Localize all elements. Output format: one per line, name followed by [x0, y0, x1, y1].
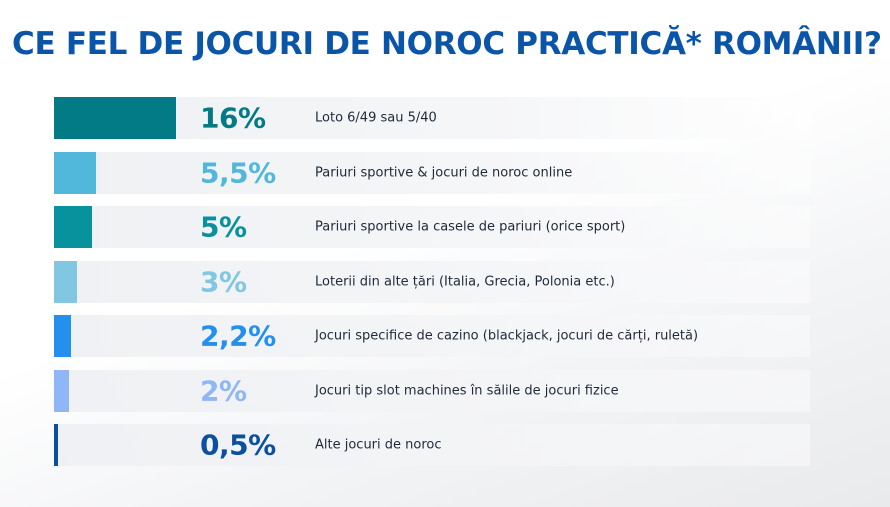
- bar-row: 16% Loto 6/49 sau 5/40: [54, 97, 810, 139]
- bar: [54, 315, 71, 357]
- chart-title: CE FEL DE JOCURI DE NOROC PRACTICĂ* ROMÂ…: [12, 26, 882, 62]
- bar-row-background: [54, 369, 810, 412]
- category-label: Loto 6/49 sau 5/40: [315, 110, 437, 126]
- bar-row-background: [54, 206, 810, 248]
- bar-row: 5% Pariuri sportive la casele de pariuri …: [54, 206, 810, 248]
- category-label: Jocuri specifice de cazino (blackjack, j…: [315, 328, 699, 344]
- value-label: 5,5%: [200, 156, 276, 189]
- bar-row-background: [54, 260, 810, 303]
- bar-row: 2,2% Jocuri specifice de cazino (blackjac…: [54, 315, 810, 357]
- category-label: Pariuri sportive & jocuri de noroc onlin…: [315, 165, 573, 180]
- category-label: Loterii din alte țări (Italia, Grecia, P…: [315, 274, 615, 289]
- bar-row-background: [54, 424, 810, 466]
- bar-row: 3% Loterii din alte țări (Italia, Grecia,…: [54, 260, 810, 303]
- value-label: 16%: [200, 101, 266, 135]
- bar-row: 5,5% Pariuri sportive & jocuri de noroc o…: [54, 151, 810, 194]
- bar: [54, 97, 176, 139]
- category-label: Jocuri tip slot machines în sălile de jo…: [315, 383, 619, 398]
- category-label: Alte jocuri de noroc: [315, 437, 442, 453]
- value-label: 5%: [200, 210, 247, 244]
- category-label: Pariuri sportive la casele de pariuri (o…: [315, 219, 626, 235]
- bar: [54, 424, 58, 466]
- bar: [54, 369, 70, 412]
- bar-row-background: [54, 315, 810, 357]
- bar: [54, 206, 92, 248]
- bar: [54, 151, 96, 194]
- value-label: 2%: [200, 374, 247, 407]
- value-label: 2,2%: [200, 319, 276, 353]
- bar-row: 2% Jocuri tip slot machines în sălile de …: [54, 369, 810, 412]
- value-label: 3%: [200, 265, 247, 298]
- bar-row-background: [54, 97, 810, 139]
- bar-row: 0,5% Alte jocuri de noroc: [54, 424, 810, 466]
- value-label: 0,5%: [200, 428, 276, 462]
- bar-row-background: [54, 151, 810, 194]
- bar: [54, 260, 77, 303]
